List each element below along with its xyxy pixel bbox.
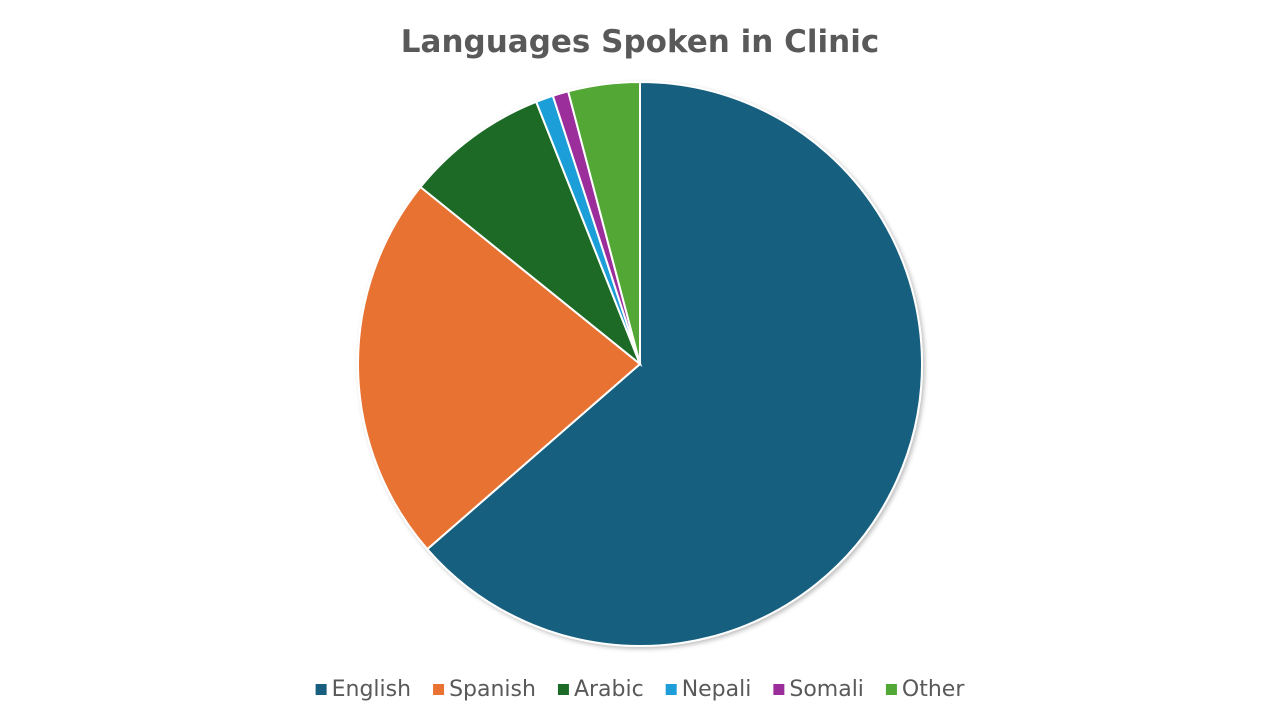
chart-title: Languages Spoken in Clinic — [401, 24, 879, 60]
pie-slice — [357, 185, 642, 551]
legend-label: Somali — [789, 677, 864, 702]
legend-label: Arabic — [574, 677, 644, 702]
legend-swatch — [557, 684, 569, 695]
pie-slice — [419, 100, 643, 368]
pie-slice — [425, 80, 923, 647]
legend-label: Nepali — [682, 677, 752, 702]
legend-swatch — [315, 684, 327, 695]
pie — [357, 80, 923, 647]
legend: English Spanish Arabic Nepali Somali Other — [315, 677, 965, 702]
legend-label: Other — [902, 677, 965, 702]
legend-swatch — [773, 684, 785, 695]
legend-swatch — [433, 684, 445, 695]
legend-swatch — [665, 684, 677, 695]
legend-swatch — [885, 684, 897, 695]
legend-label: English — [332, 677, 411, 702]
pie-slice — [566, 80, 641, 365]
legend-label: Spanish — [449, 677, 536, 702]
